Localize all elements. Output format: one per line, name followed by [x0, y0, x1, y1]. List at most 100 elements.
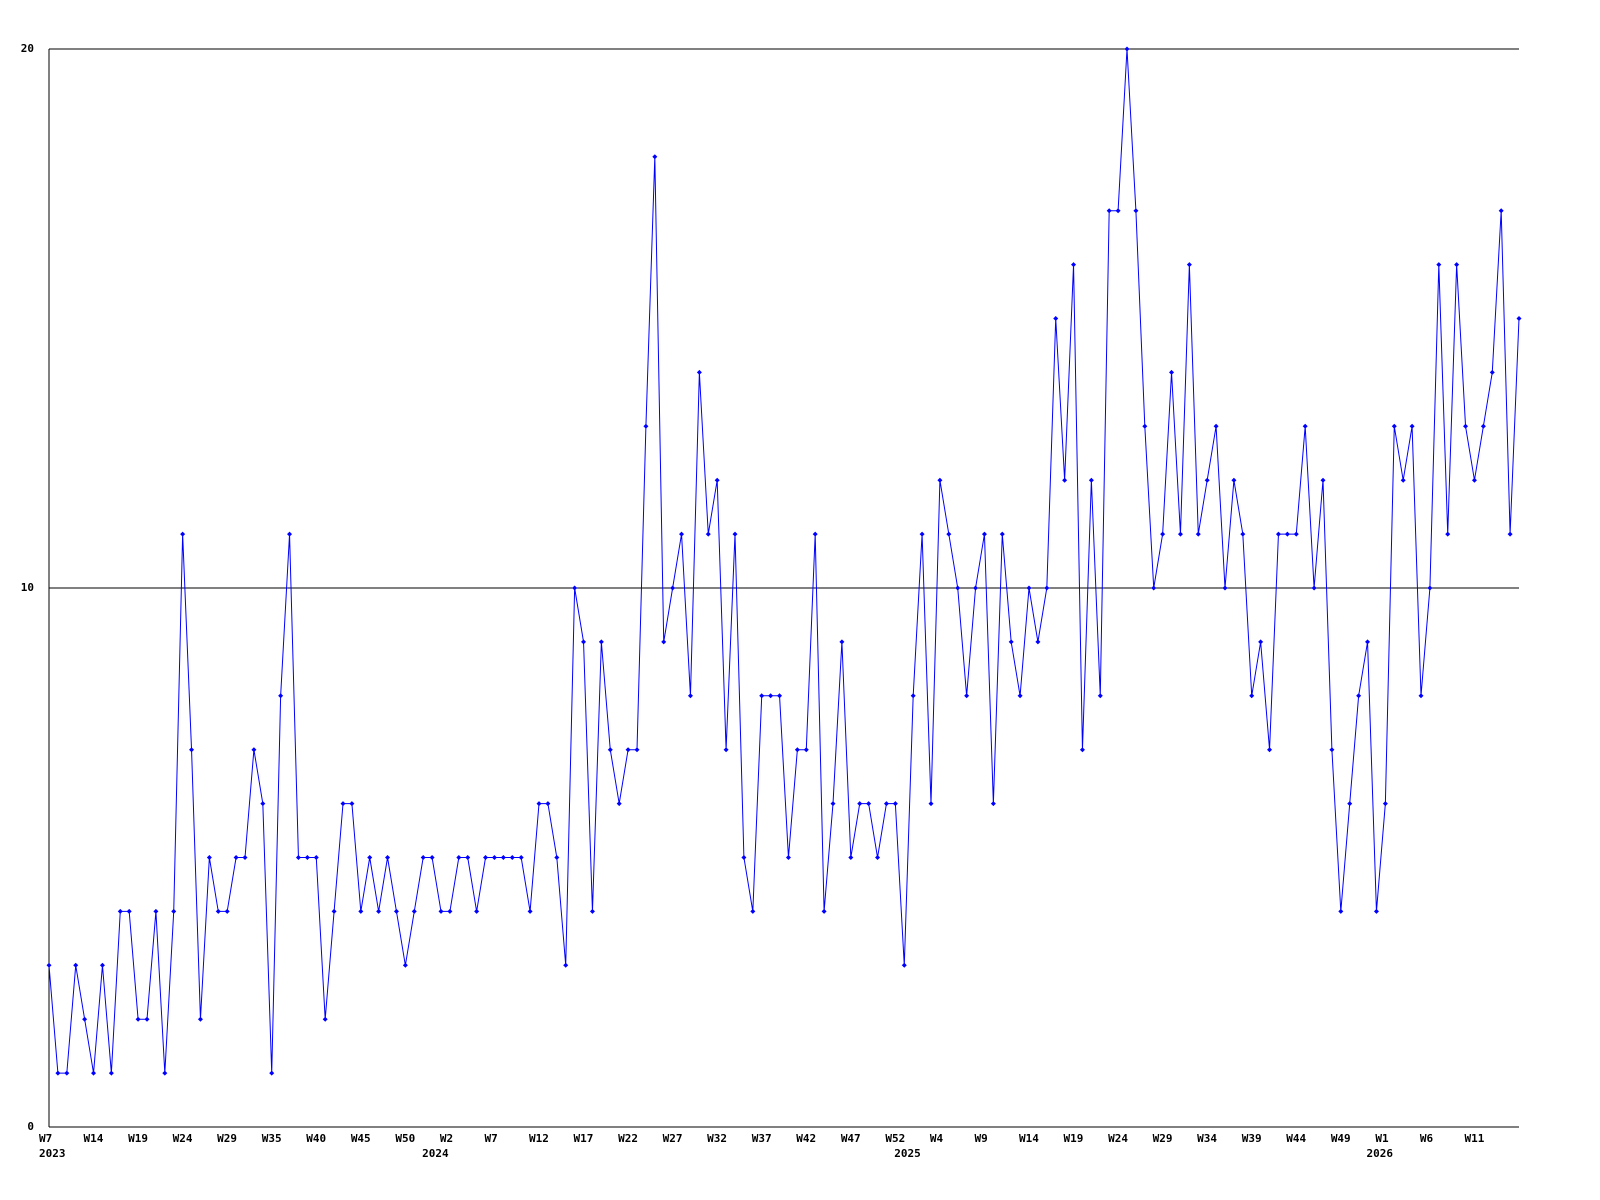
data-point	[572, 585, 578, 591]
data-point	[46, 962, 52, 968]
data-point	[1507, 531, 1513, 537]
data-point	[1240, 531, 1246, 537]
x-tick-label: W7	[484, 1132, 497, 1145]
data-point	[260, 801, 266, 807]
data-point	[393, 908, 399, 914]
data-point	[1516, 316, 1522, 321]
data-point	[367, 855, 373, 860]
data-point	[1498, 208, 1504, 214]
data-point	[322, 1016, 328, 1022]
data-point	[135, 1016, 141, 1022]
data-point	[1436, 262, 1442, 268]
data-point	[901, 962, 907, 968]
data-point	[1338, 908, 1344, 914]
data-point	[518, 855, 524, 860]
data-point	[438, 908, 444, 914]
x-tick-label: W24	[1108, 1132, 1128, 1145]
data-point	[1097, 693, 1103, 699]
data-point	[964, 693, 970, 699]
data-point	[1275, 531, 1281, 537]
x-tick-label: W12	[529, 1132, 549, 1145]
data-point	[189, 747, 195, 753]
data-point	[839, 639, 845, 645]
data-point	[794, 747, 800, 753]
data-point	[1471, 477, 1477, 483]
data-point	[447, 908, 453, 914]
data-point	[215, 908, 221, 914]
x-tick-label: W7	[39, 1132, 52, 1145]
data-point	[1454, 262, 1460, 268]
data-point	[224, 908, 230, 914]
data-point	[750, 908, 756, 914]
data-point	[1445, 531, 1451, 537]
data-point	[295, 855, 301, 860]
data-point	[340, 801, 346, 807]
data-point	[1427, 585, 1433, 591]
x-tick-label: W39	[1242, 1132, 1262, 1145]
data-point	[652, 154, 658, 160]
x-tick-label: W37	[752, 1132, 772, 1145]
data-point	[500, 855, 506, 860]
data-point	[1347, 801, 1353, 807]
data-point	[821, 908, 827, 914]
data-point	[82, 1016, 88, 1022]
data-point	[385, 855, 391, 860]
data-point	[1463, 423, 1469, 429]
data-point	[598, 639, 604, 645]
data-point	[937, 477, 943, 483]
data-point	[1133, 208, 1139, 214]
data-point	[1311, 585, 1317, 591]
data-point	[1124, 46, 1130, 52]
data-point	[581, 639, 587, 645]
data-point	[643, 423, 649, 429]
data-point	[955, 585, 961, 591]
data-point	[1284, 531, 1290, 537]
data-point	[171, 908, 177, 914]
data-point	[483, 855, 489, 860]
y-tick-label: 0	[27, 1120, 34, 1133]
data-point	[616, 801, 622, 807]
data-point	[162, 1070, 168, 1076]
data-point	[411, 908, 417, 914]
data-point	[803, 747, 809, 753]
data-point	[1365, 639, 1371, 645]
data-point	[73, 962, 79, 968]
x-tick-label: W50	[395, 1132, 415, 1145]
x-year-label: 2026	[1366, 1147, 1393, 1160]
x-tick-label: W32	[707, 1132, 727, 1145]
data-point	[1302, 423, 1308, 429]
x-tick-label: W9	[974, 1132, 987, 1145]
data-point	[1249, 693, 1255, 699]
x-tick-label: W4	[930, 1132, 944, 1145]
data-point	[625, 747, 631, 753]
data-line	[48, 48, 1520, 1074]
data-point	[1222, 585, 1228, 591]
x-tick-label: W29	[1153, 1132, 1173, 1145]
data-point	[278, 693, 284, 699]
data-point	[1373, 908, 1379, 914]
x-tick-label: W14	[1019, 1132, 1039, 1145]
data-point	[1071, 262, 1077, 268]
data-point	[491, 855, 497, 860]
data-point	[1320, 477, 1326, 483]
y-tick-label: 20	[21, 42, 34, 55]
data-point	[545, 801, 551, 807]
data-point	[287, 531, 293, 537]
data-point	[313, 855, 319, 860]
data-point	[1418, 693, 1424, 699]
data-point	[973, 585, 979, 591]
data-point	[1258, 639, 1264, 645]
x-tick-label: W11	[1464, 1132, 1484, 1145]
data-point	[91, 1070, 97, 1076]
data-point	[402, 962, 408, 968]
data-point	[928, 801, 934, 807]
data-point	[554, 855, 560, 860]
data-point	[1151, 585, 1157, 591]
data-point	[429, 855, 435, 860]
x-tick-label: W44	[1286, 1132, 1306, 1145]
y-tick-label: 10	[21, 581, 34, 594]
data-point	[527, 908, 533, 914]
data-point	[741, 855, 747, 860]
